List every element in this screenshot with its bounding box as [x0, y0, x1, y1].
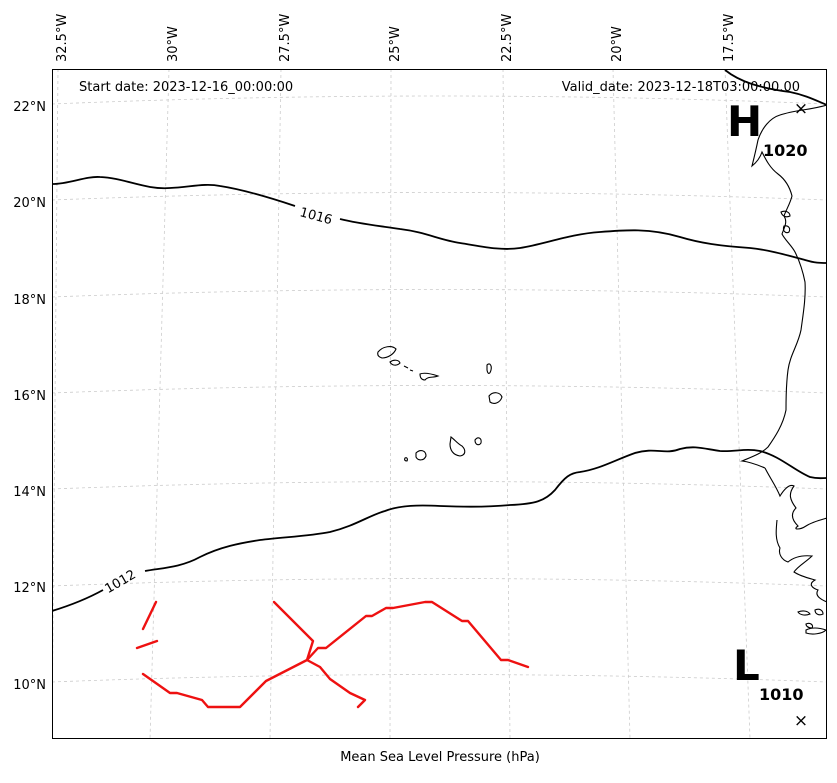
parallel-14n — [52, 481, 827, 490]
lat-tick-12n: 12°N — [13, 581, 46, 596]
cape-verde-sao-nicolau — [419, 372, 440, 381]
lon-tick-22-5w: 22.5°W — [500, 14, 515, 62]
isobar-label-1016: 1016 — [298, 205, 334, 228]
parallel-12n — [52, 578, 827, 587]
isobar-1016 — [52, 176, 827, 264]
low-marker: × — [794, 711, 808, 731]
high-value: 1020 — [763, 141, 808, 160]
cape-verde-brava — [404, 457, 408, 462]
cape-verde-sao-vicente — [389, 359, 401, 366]
graticule — [52, 69, 827, 739]
front-segment-c — [141, 600, 530, 709]
front-segment-a — [141, 600, 158, 631]
high-pressure-center: H 1020 × — [727, 97, 808, 160]
front-segment-d — [272, 600, 367, 709]
meridian-20w — [612, 69, 631, 739]
parallel-16n — [52, 385, 827, 394]
cape-verde-sal — [486, 363, 492, 374]
longitude-tick-labels: 32.5°W 30°W 27.5°W 25°W 22.5°W 20°W 17.5… — [55, 14, 737, 62]
african-coast-north — [739, 104, 827, 469]
lon-tick-17-5w: 17.5°W — [722, 14, 737, 62]
low-letter: L — [733, 641, 760, 690]
parallel-18n — [52, 289, 827, 298]
isobar-1012 — [52, 446, 827, 612]
cape-verde-santiago — [449, 436, 466, 457]
start-date-label: Start date: 2023-12-16_00:00:00 — [79, 80, 293, 95]
lat-tick-10n: 10°N — [13, 678, 46, 693]
meridian-22-5w — [502, 69, 511, 739]
lon-tick-25w: 25°W — [388, 26, 403, 62]
parallel-10n — [52, 674, 827, 683]
high-letter: H — [727, 97, 762, 146]
isobar-1016-upper — [724, 69, 827, 106]
cape-verde-boa-vista — [488, 392, 503, 404]
parallel-20n — [52, 192, 827, 201]
lat-tick-20n: 20°N — [13, 196, 46, 211]
lon-tick-27-5w: 27.5°W — [278, 14, 293, 62]
lon-tick-32-5w: 32.5°W — [55, 14, 70, 62]
meridian-30w — [149, 69, 170, 739]
meridian-27-5w — [269, 69, 282, 739]
map-caption: Mean Sea Level Pressure (hPa) — [340, 750, 540, 765]
low-value: 1010 — [759, 685, 804, 704]
cape-verde-fogo — [415, 450, 427, 461]
coastal-islands-south — [797, 608, 827, 635]
lat-tick-14n: 14°N — [13, 485, 46, 500]
high-marker: × — [794, 99, 808, 119]
cape-verde-maio — [474, 437, 482, 446]
cape-verde-santo-antao — [377, 346, 397, 359]
fronts — [135, 600, 530, 709]
coastlines — [377, 104, 827, 635]
front-segment-b — [135, 639, 159, 650]
map-frame — [52, 69, 827, 739]
lat-tick-18n: 18°N — [13, 293, 46, 308]
lon-tick-20w: 20°W — [610, 26, 625, 62]
coastal-islands-north — [780, 210, 791, 234]
meridian-25w — [389, 69, 392, 739]
low-pressure-center: L 1010 × — [733, 641, 808, 731]
african-coast-south — [764, 467, 827, 603]
latitude-tick-labels: 22°N 20°N 18°N 16°N 14°N 12°N 10°N — [13, 100, 46, 693]
lon-tick-30w: 30°W — [166, 26, 181, 62]
parallel-22n — [52, 95, 827, 105]
isobar-label-1012: 1012 — [103, 567, 139, 597]
lat-tick-22n: 22°N — [13, 100, 46, 115]
lat-tick-16n: 16°N — [13, 389, 46, 404]
valid-date-label: Valid_date: 2023-12-18T03:00:00.00 — [562, 80, 800, 95]
isobars — [52, 69, 827, 612]
cape-verde-santa-luzia — [403, 365, 414, 372]
meridian-17-5w — [724, 69, 751, 739]
